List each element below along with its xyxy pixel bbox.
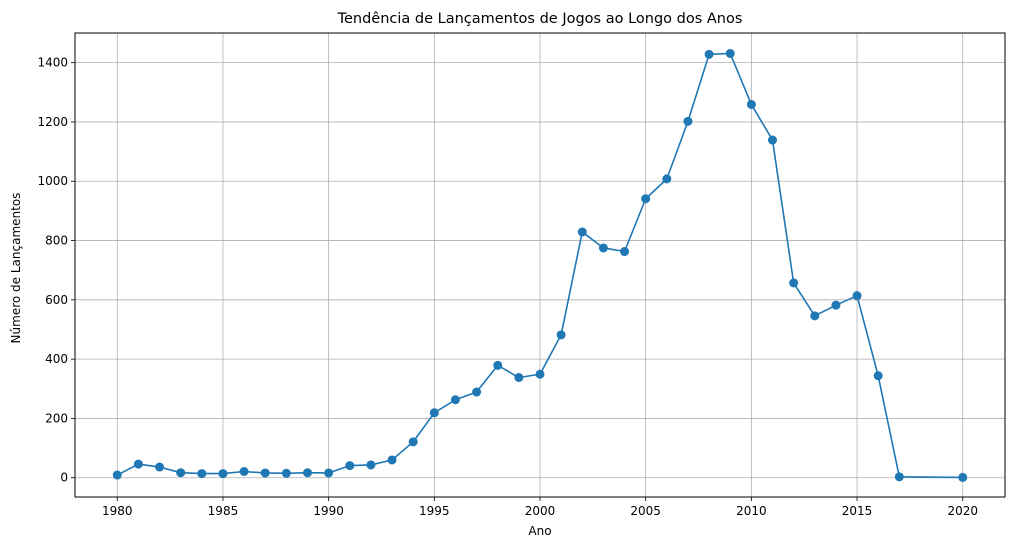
x-tick-label: 2005 — [630, 504, 661, 518]
data-point — [218, 469, 228, 479]
data-point — [662, 174, 672, 184]
y-tick-label: 400 — [45, 352, 68, 366]
data-point — [958, 472, 968, 482]
data-point — [873, 371, 883, 381]
y-tick-label: 1000 — [37, 174, 68, 188]
data-point — [176, 468, 186, 478]
data-point — [472, 387, 482, 397]
x-tick-label: 2000 — [525, 504, 556, 518]
data-point — [894, 472, 904, 482]
data-point — [303, 468, 312, 478]
data-point — [620, 247, 630, 257]
data-point — [683, 116, 693, 126]
data-point — [133, 459, 143, 469]
y-axis: 0 200 400 600 800 1000 1200 1400 — [37, 56, 75, 485]
chart-title: Tendência de Lançamentos de Jogos ao Lon… — [337, 11, 743, 27]
data-point — [704, 49, 714, 59]
x-axis-label: Ano — [528, 524, 551, 538]
data-point — [281, 468, 291, 478]
x-tick-label: 1980 — [102, 504, 133, 518]
data-point — [746, 99, 756, 109]
data-point — [810, 311, 820, 321]
data-point — [768, 135, 777, 145]
data-point — [366, 460, 376, 470]
data-point — [408, 437, 418, 447]
y-tick-label: 600 — [45, 293, 68, 307]
data-point — [535, 369, 545, 379]
data-point — [155, 462, 165, 472]
x-tick-label: 2015 — [842, 504, 873, 518]
x-tick-label: 1995 — [419, 504, 450, 518]
data-point — [831, 300, 841, 310]
x-axis: 1980 1985 1990 1995 2000 2005 2010 2015 2020 — [102, 497, 978, 518]
data-point — [197, 469, 207, 479]
data-point — [556, 330, 566, 340]
data-point — [260, 468, 270, 478]
data-point — [112, 470, 122, 480]
data-point — [514, 373, 524, 383]
data-point — [239, 467, 249, 477]
data-point — [725, 48, 735, 58]
data-point — [852, 291, 862, 301]
data-point — [577, 227, 587, 237]
x-tick-label: 2020 — [947, 504, 978, 518]
data-point — [450, 395, 460, 405]
x-tick-label: 2010 — [736, 504, 767, 518]
x-tick-label: 1985 — [208, 504, 239, 518]
y-tick-label: 800 — [45, 234, 68, 248]
data-point — [789, 278, 799, 288]
data-point — [429, 408, 439, 418]
data-point — [345, 461, 355, 471]
series-layer — [112, 48, 968, 482]
data-point — [598, 243, 608, 253]
y-tick-label: 0 — [60, 471, 68, 485]
y-tick-label: 1400 — [37, 56, 68, 70]
y-tick-label: 1200 — [37, 115, 68, 129]
data-point — [493, 360, 503, 370]
data-point — [641, 194, 651, 204]
data-point — [387, 455, 397, 465]
grid — [75, 33, 1005, 497]
y-tick-label: 200 — [45, 411, 68, 425]
y-axis-label: Número de Lançamentos — [9, 193, 23, 344]
x-tick-label: 1990 — [313, 504, 344, 518]
data-point — [324, 468, 334, 478]
